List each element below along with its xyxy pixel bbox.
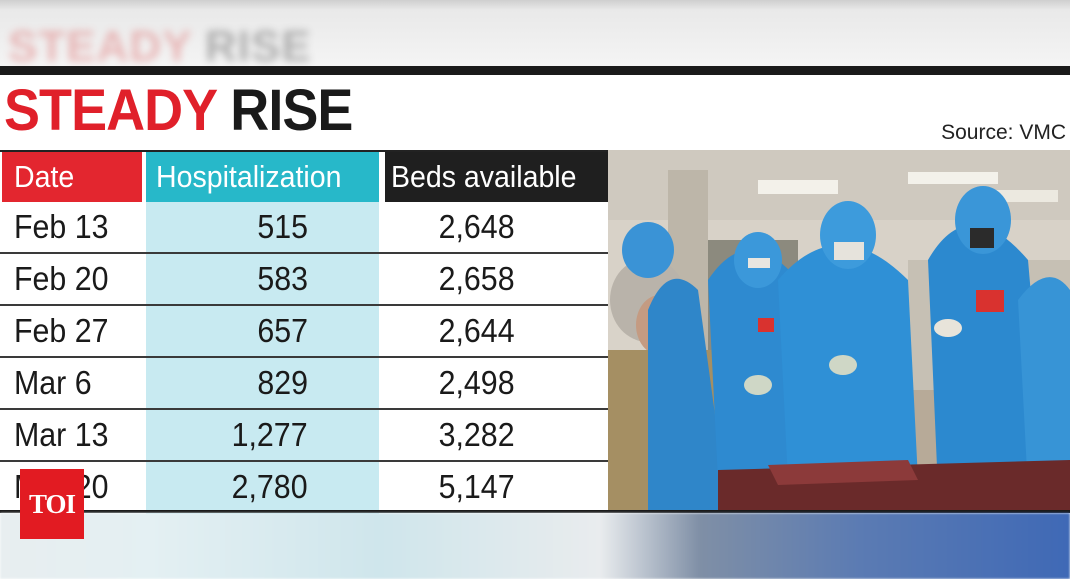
cell-hospitalization: 657 xyxy=(257,312,308,349)
cell-hospitalization: 1,277 xyxy=(232,416,308,453)
toi-logo: TOI xyxy=(20,469,84,539)
table-row: Mar 13 1,277 3,282 xyxy=(0,410,608,462)
top-rule xyxy=(0,66,1070,75)
title-word-rise: RISE xyxy=(230,78,353,143)
header-hospitalization: Hospitalization xyxy=(146,152,379,202)
beds-column-bg xyxy=(379,152,608,514)
cell-beds: 2,648 xyxy=(439,208,515,245)
cell-hospitalization: 829 xyxy=(257,364,308,401)
data-table: Date Hospitalization Beds available Feb … xyxy=(0,150,608,514)
header-date: Date xyxy=(2,152,142,202)
hospitalization-column-bg xyxy=(146,152,379,514)
blurred-footer-strip xyxy=(0,513,1070,579)
cell-beds: 2,498 xyxy=(439,364,515,401)
cell-date: Feb 13 xyxy=(14,208,109,245)
page-title: STEADY RISE xyxy=(4,76,353,146)
cell-hospitalization: 2,780 xyxy=(232,468,308,505)
cell-date: Mar 13 xyxy=(14,416,109,453)
cell-date: Feb 27 xyxy=(14,312,109,349)
blurred-title-ghost: STEADY RISE xyxy=(8,22,312,66)
cell-beds: 2,658 xyxy=(439,260,515,297)
cell-hospitalization: 515 xyxy=(257,208,308,245)
cell-beds: 2,644 xyxy=(439,312,515,349)
table-row: Mar 6 829 2,498 xyxy=(0,358,608,410)
table-row: Feb 27 657 2,644 xyxy=(0,306,608,358)
table-row: Mar 20 2,780 5,147 xyxy=(0,462,608,514)
ppe-workers-photo xyxy=(608,150,1070,510)
source-credit: Source: VMC xyxy=(941,121,1066,144)
date-column-bg xyxy=(0,152,146,514)
cell-hospitalization: 583 xyxy=(257,260,308,297)
photo-illustration xyxy=(608,150,1070,510)
table-row: Feb 20 583 2,658 xyxy=(0,254,608,306)
cell-beds: 5,147 xyxy=(439,468,515,505)
bottom-rule xyxy=(0,510,1070,513)
title-word-steady: STEADY xyxy=(4,78,217,143)
cell-date: Feb 20 xyxy=(14,260,109,297)
cell-beds: 3,282 xyxy=(439,416,515,453)
header-beds-available: Beds available xyxy=(385,152,608,202)
blurred-header-strip: STEADY RISE xyxy=(0,0,1070,66)
cell-date: Mar 6 xyxy=(14,364,92,401)
table-row: Feb 13 515 2,648 xyxy=(0,202,608,254)
